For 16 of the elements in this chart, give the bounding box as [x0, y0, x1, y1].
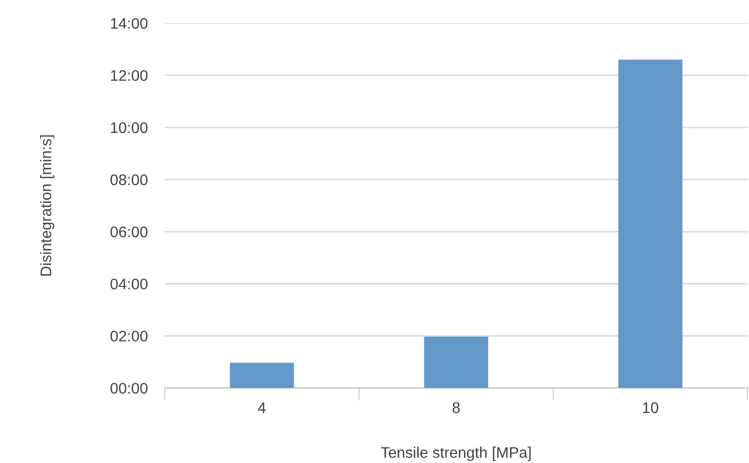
- x-tick-label: 8: [452, 402, 460, 414]
- x-axis-title: Tensile strength [MPa]: [380, 446, 531, 461]
- y-tick-label: 12:00: [111, 70, 148, 81]
- bar: [618, 60, 682, 388]
- y-axis-title: Disintegration [min:s]: [40, 135, 54, 276]
- y-tick-label: 10:00: [111, 122, 148, 134]
- y-tick-label: 14:00: [111, 18, 148, 29]
- y-tick-label: 02:00: [110, 330, 148, 342]
- x-tick-label: 10: [643, 402, 658, 414]
- bar: [424, 336, 488, 388]
- y-tick-label: 00:00: [110, 382, 148, 394]
- y-tick-label: 04:00: [110, 278, 148, 290]
- bar: [230, 362, 294, 388]
- y-tick-label: 06:00: [110, 226, 148, 238]
- x-tick-label: 4: [258, 402, 266, 413]
- y-tick-label: 08:00: [110, 174, 148, 186]
